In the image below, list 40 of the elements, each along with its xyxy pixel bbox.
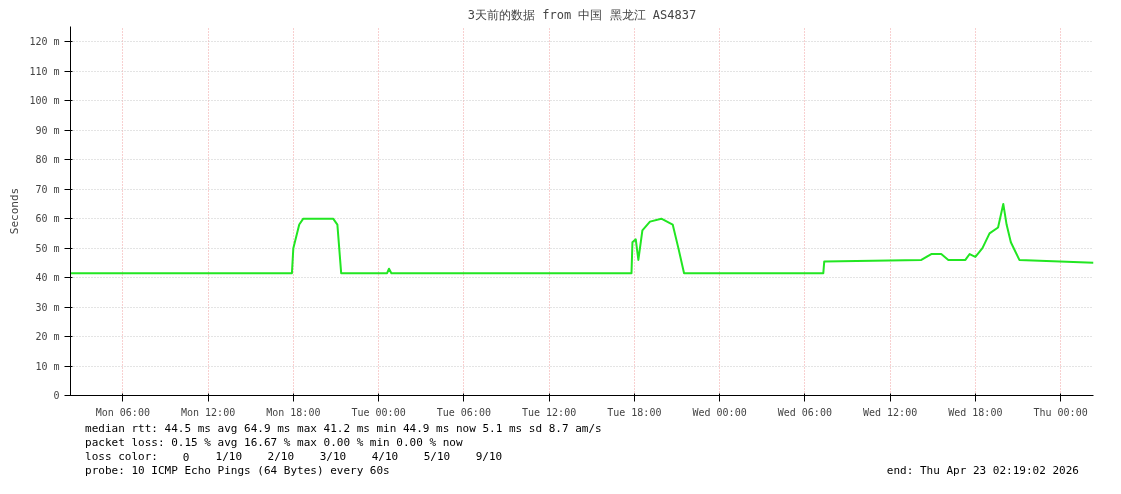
- x-tick-label: Thu 00:00: [1033, 406, 1088, 418]
- x-tick-label: Mon 06:00: [95, 406, 150, 418]
- y-tick-label: 110 m: [29, 65, 60, 77]
- text: 4/10: [371, 450, 399, 463]
- x-tick-label: Tue 18:00: [607, 406, 662, 418]
- y-tick-label: 40 m: [35, 272, 60, 284]
- text: end: Thu Apr 23 02:19:02 2026: [886, 464, 1079, 477]
- x-tick-label: Wed 12:00: [862, 406, 918, 418]
- text: 9/10: [475, 450, 503, 463]
- text: 3/10: [319, 450, 347, 463]
- y-tick-label: 100 m: [29, 95, 60, 107]
- y-tick-label: 50 m: [35, 242, 60, 254]
- text: 5/10: [423, 450, 451, 463]
- text: packet loss: 0.15 % avg 16.67 % max 0.00 % min 0.00 % now: [85, 436, 463, 449]
- line-series: [70, 202, 1094, 275]
- y-axis-title: Seconds: [8, 187, 22, 235]
- text: 2/10: [267, 450, 295, 463]
- x-tick-label: Wed 18:00: [948, 406, 1003, 418]
- text: 1/10: [215, 450, 243, 463]
- x-tick-label: Tue 00:00: [351, 406, 406, 418]
- y-tick-label: 70 m: [35, 183, 60, 195]
- y-tick-label: 0: [53, 390, 60, 401]
- text: loss color:: [85, 450, 158, 463]
- y-tick-label: 30 m: [35, 301, 60, 313]
- text: median rtt: 44.5 ms avg 64.9 ms max 41.2 ms min 44.9 ms now 5.1 ms sd 8.7 am/s: [85, 422, 602, 435]
- text: 0: [182, 450, 190, 464]
- y-tick-label: 80 m: [35, 154, 60, 166]
- y-tick-label: 90 m: [35, 124, 60, 136]
- y-tick-label: 120 m: [29, 36, 60, 48]
- y-tick-label: 60 m: [35, 213, 60, 225]
- x-tick-label: Tue 12:00: [521, 406, 577, 418]
- x-tick-label: Wed 00:00: [692, 406, 747, 418]
- x-tick-label: Mon 18:00: [266, 406, 321, 418]
- y-tick-label: 10 m: [35, 360, 60, 372]
- x-tick-label: Wed 06:00: [777, 406, 832, 418]
- y-tick-label: 20 m: [35, 331, 60, 343]
- chart-title: 3天前的数据 from 中国 黑龙江 AS4837: [467, 7, 697, 22]
- x-tick-label: Mon 12:00: [180, 406, 236, 418]
- x-tick-label: Tue 06:00: [436, 406, 491, 418]
- text: probe: 10 ICMP Echo Pings (64 Bytes) every 60s: [85, 464, 390, 477]
